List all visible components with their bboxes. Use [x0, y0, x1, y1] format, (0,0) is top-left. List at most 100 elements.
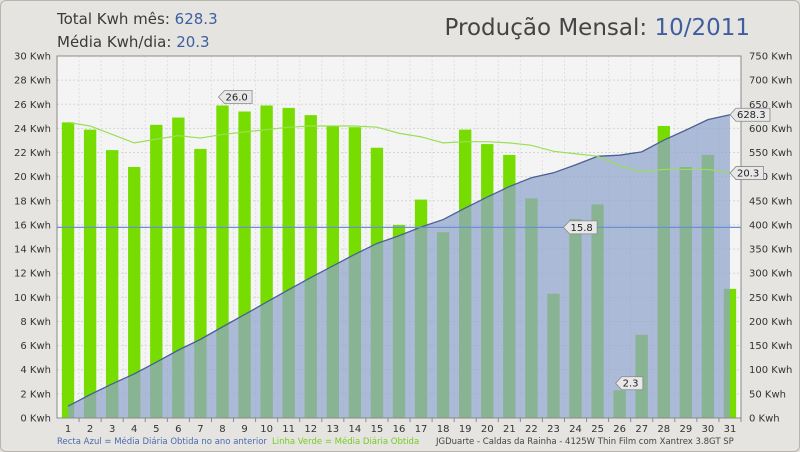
y-right-tick: 650 Kwh — [749, 100, 792, 111]
y-right-tick: 750 Kwh — [749, 52, 792, 63]
y-left-tick: 20 Kwh — [14, 172, 51, 183]
annotation-box — [729, 107, 771, 122]
y-left-tick: 18 Kwh — [14, 196, 51, 207]
annotation-box — [562, 220, 598, 235]
x-tick-label: 7 — [197, 424, 203, 435]
x-tick-label: 5 — [153, 424, 159, 435]
annotation: 20.3 — [729, 166, 764, 180]
x-tick-label: 12 — [304, 424, 317, 435]
bar — [172, 117, 185, 418]
y-left-tick: 2 Kwh — [20, 389, 51, 400]
annotation: 26.0 — [217, 90, 253, 104]
x-tick-label: 17 — [415, 424, 428, 435]
x-tick-label: 10 — [260, 424, 273, 435]
x-tick-label: 11 — [282, 424, 295, 435]
x-tick-label: 6 — [175, 424, 181, 435]
x-tick-label: 2 — [87, 424, 93, 435]
blue-line-legend: Recta Azul = Média Diária Obtida no ano … — [57, 436, 267, 447]
x-tick-label: 13 — [326, 424, 339, 435]
bar — [150, 124, 163, 418]
y-left-tick: 28 Kwh — [14, 76, 51, 87]
credits-text: JGDuarte - Caldas da Rainha - 4125W Thin… — [435, 437, 734, 447]
total-kwh-label: Total Kwh mês: — [57, 10, 170, 28]
x-tick-label: 22 — [525, 424, 538, 435]
annotation-box — [615, 376, 644, 391]
x-tick-label: 19 — [459, 424, 472, 435]
total-kwh-value: 628.3 — [174, 10, 218, 28]
annotation: 2.3 — [615, 376, 644, 391]
y-left-tick: 4 Kwh — [20, 365, 51, 376]
average-line — [67, 121, 731, 174]
x-tick-label: 31 — [724, 424, 737, 435]
page-title: Produção Mensal: 10/2011 — [445, 15, 750, 41]
x-tick-label: 24 — [569, 424, 582, 435]
annotation: 15.8 — [562, 220, 598, 235]
y-right-tick: 0 Kwh — [749, 414, 780, 425]
y-right-tick: 550 Kwh — [749, 148, 792, 159]
x-tick-label: 25 — [591, 424, 604, 435]
x-tick-label: 30 — [702, 424, 715, 435]
y-left-tick: 6 Kwh — [20, 341, 51, 352]
annotation: 628.3 — [729, 107, 771, 122]
y-left-tick: 0 Kwh — [20, 414, 51, 425]
x-tick-label: 28 — [657, 424, 670, 435]
green-line-legend: Linha Verde = Média Diária Obtida — [272, 436, 419, 447]
x-tick-label: 20 — [481, 424, 494, 435]
x-tick-label: 8 — [219, 424, 225, 435]
y-right-tick: 300 Kwh — [749, 269, 792, 280]
x-tick-label: 1 — [65, 424, 71, 435]
y-right-tick: 50 Kwh — [749, 389, 786, 400]
avg-kwh-value: 20.3 — [176, 33, 210, 51]
bar — [83, 129, 97, 418]
y-left-tick: 30 Kwh — [14, 52, 51, 63]
y-left-tick: 24 Kwh — [14, 124, 51, 135]
y-right-tick: 400 Kwh — [749, 220, 792, 231]
y-right-tick: 350 Kwh — [749, 245, 792, 256]
annotation-box — [217, 90, 253, 104]
y-right-tick: 250 Kwh — [749, 293, 792, 304]
avg-kwh-readout: Média Kwh/dia: 20.3 — [57, 33, 210, 51]
annotation-label: 20.3 — [737, 169, 759, 180]
y-right-tick: 500 Kwh — [749, 172, 792, 183]
cumulative-area — [68, 114, 730, 418]
title-month: 10/2011 — [654, 15, 750, 41]
x-tick-label: 3 — [109, 424, 115, 435]
y-left-tick: 22 Kwh — [14, 148, 51, 159]
x-tick-label: 29 — [679, 424, 692, 435]
x-tick-label: 23 — [547, 424, 560, 435]
annotation-label: 628.3 — [737, 110, 766, 121]
y-left-tick: 26 Kwh — [14, 100, 51, 111]
total-kwh-readout: Total Kwh mês: 628.3 — [57, 10, 218, 28]
annotation-label: 26.0 — [225, 92, 247, 103]
x-tick-label: 21 — [503, 424, 516, 435]
x-tick-label: 26 — [613, 424, 626, 435]
y-right-tick: 100 Kwh — [749, 365, 792, 376]
x-tick-label: 9 — [241, 424, 247, 435]
x-tick-label: 14 — [349, 424, 362, 435]
y-right-tick: 600 Kwh — [749, 124, 792, 135]
x-tick-label: 27 — [635, 424, 648, 435]
y-right-tick: 150 Kwh — [749, 341, 792, 352]
title-label: Produção Mensal: — [444, 15, 648, 41]
cumulative-line — [67, 114, 731, 407]
bar — [128, 167, 141, 418]
y-right-tick: 700 Kwh — [749, 76, 792, 87]
y-right-tick: 450 Kwh — [749, 196, 792, 207]
annotation-label: 15.8 — [571, 223, 593, 234]
y-left-tick: 14 Kwh — [14, 245, 51, 256]
y-left-tick: 16 Kwh — [14, 220, 51, 231]
avg-kwh-label: Média Kwh/dia: — [57, 33, 172, 51]
x-tick-label: 18 — [437, 424, 450, 435]
y-left-tick: 8 Kwh — [20, 317, 51, 328]
annotation-label: 2.3 — [623, 379, 639, 390]
annotation-box — [729, 166, 764, 180]
y-right-tick: 200 Kwh — [749, 317, 792, 328]
x-tick-label: 15 — [371, 424, 384, 435]
x-tick-label: 16 — [393, 424, 406, 435]
y-left-tick: 10 Kwh — [14, 293, 51, 304]
plot-border — [56, 55, 742, 419]
y-left-tick: 12 Kwh — [14, 269, 51, 280]
x-tick-label: 4 — [131, 424, 137, 435]
bar — [61, 122, 75, 418]
